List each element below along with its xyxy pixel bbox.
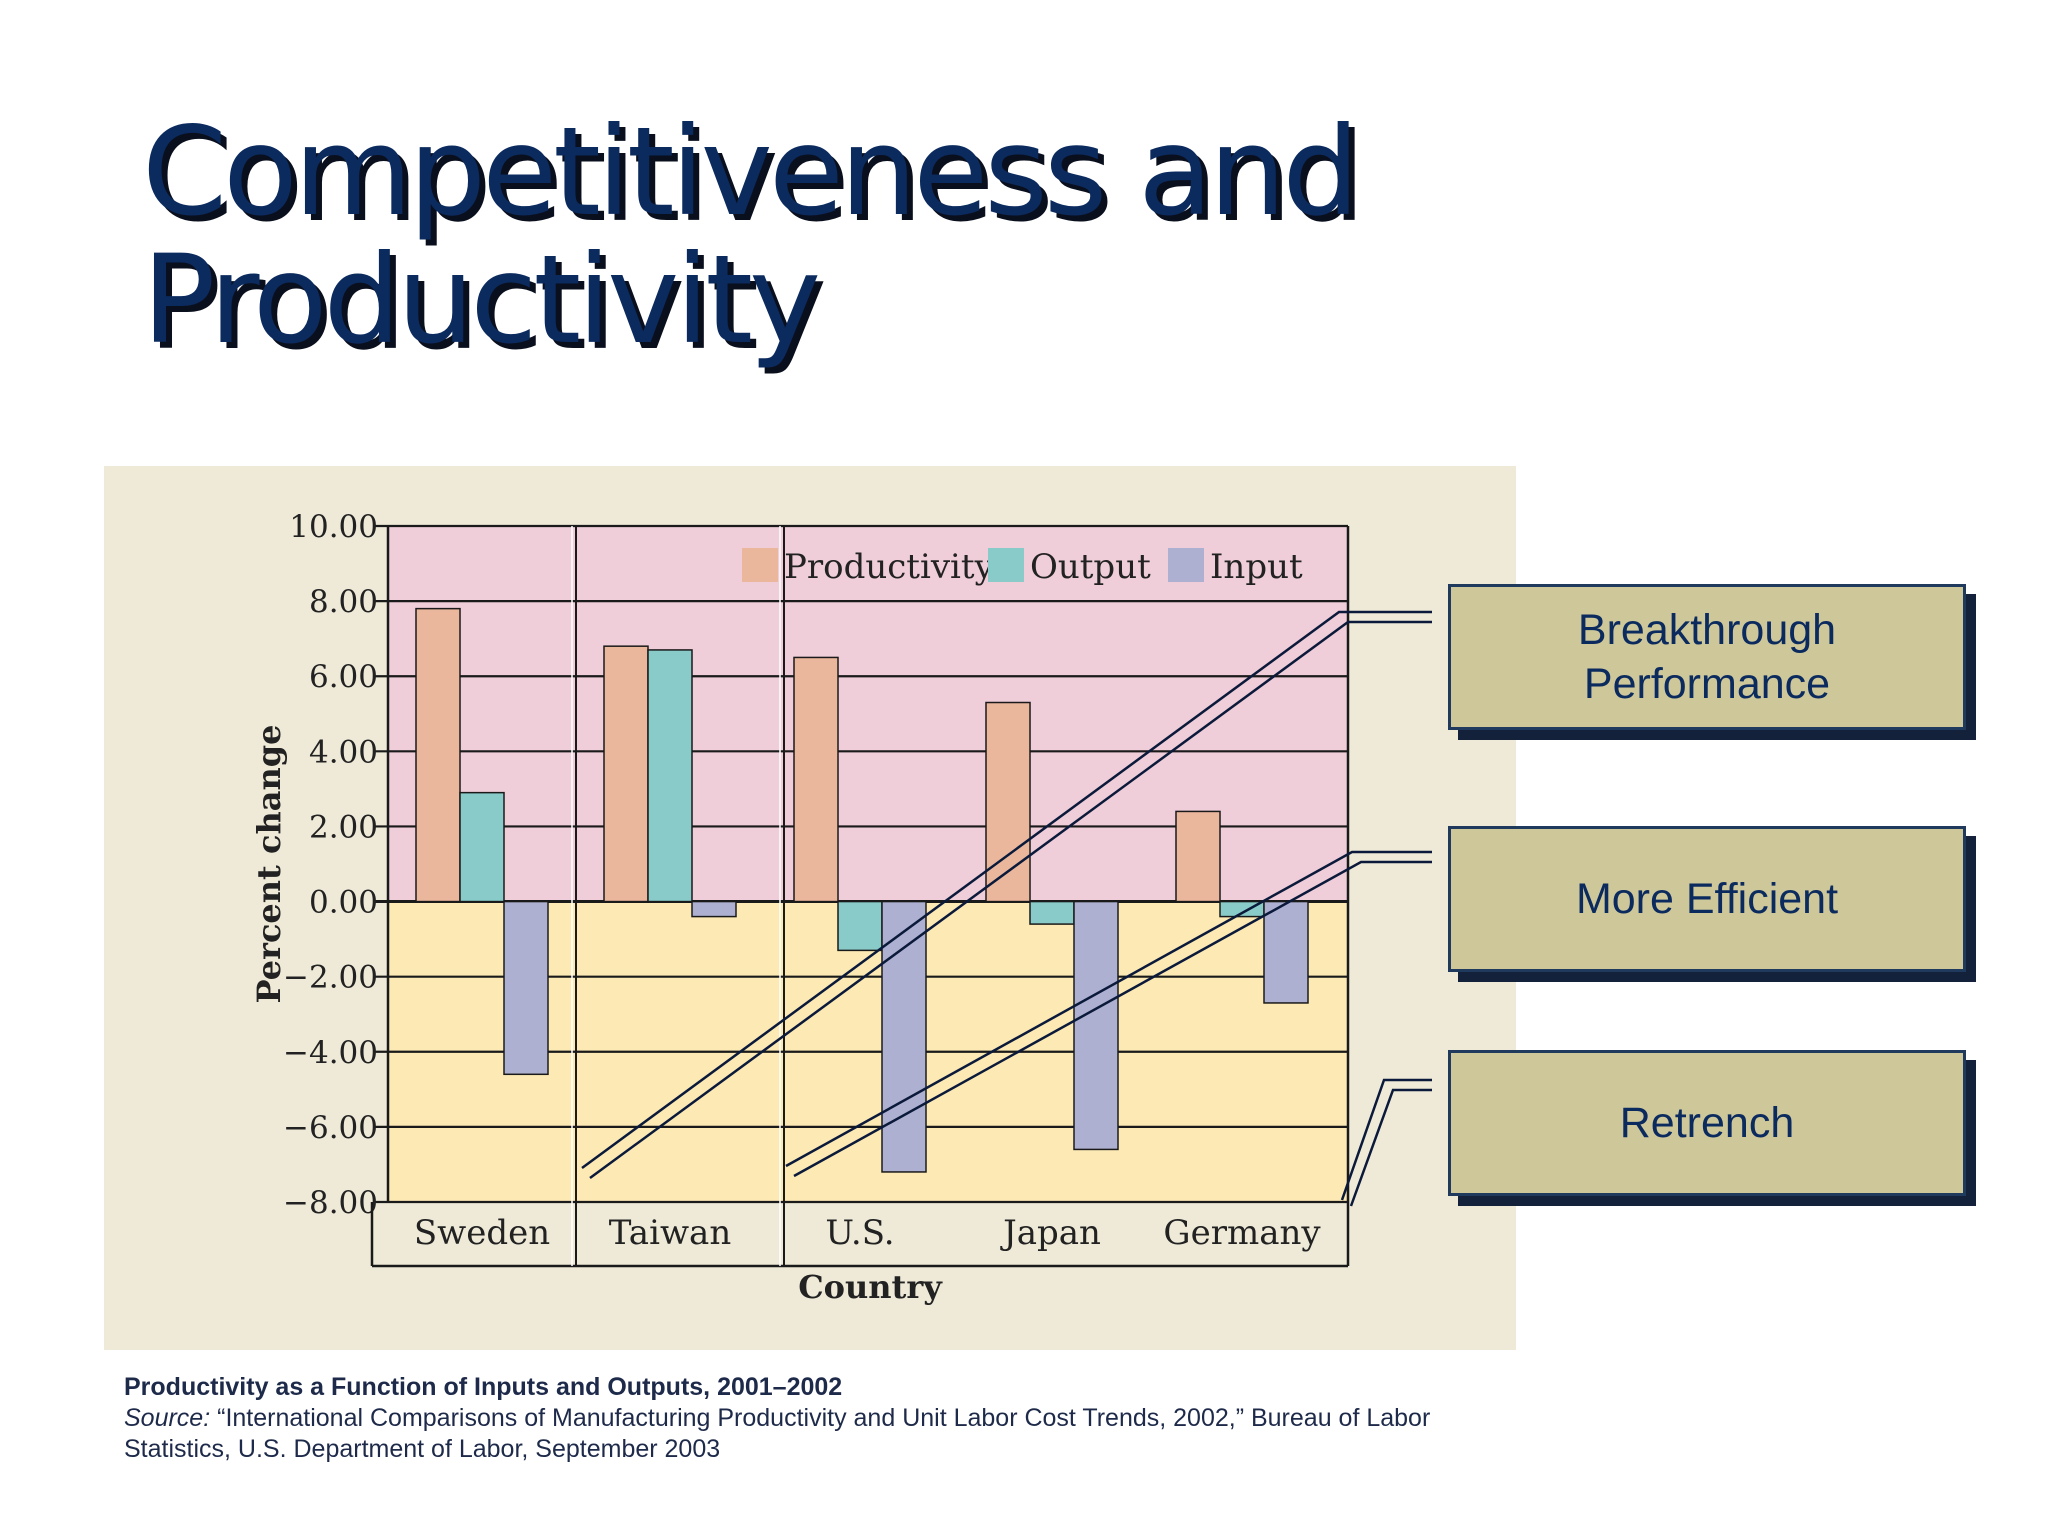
bar-output-japan <box>1029 900 1075 925</box>
x-category-label: Germany <box>1163 1213 1321 1253</box>
bar-output-us <box>837 900 883 952</box>
caption-source-text: “International Comparisons of Manufactur… <box>124 1404 1431 1463</box>
callout-more-efficient: More Efficient <box>1448 826 1966 972</box>
bar-input-germany <box>1263 900 1309 1004</box>
y-tick-label: 10.00 <box>289 509 378 545</box>
legend-label-productivity: Productivity <box>784 547 995 587</box>
x-category-label: U.S. <box>825 1213 894 1253</box>
bar-output-germany <box>1219 900 1265 918</box>
caption-source-label: Source: <box>124 1404 211 1432</box>
bar-chart: 10.00 8.00 6.00 4.00 2.00 0.00 −2.00 −4.00 −6.00… <box>250 509 1350 1306</box>
legend-swatch-productivity <box>742 548 778 582</box>
bar-input-sweden <box>503 900 549 1076</box>
bar-productivity-us <box>793 656 839 903</box>
legend-swatch-output <box>988 548 1024 582</box>
bar-productivity-japan <box>985 701 1031 903</box>
bar-productivity-germany <box>1175 810 1221 903</box>
callout-retrench: Retrench <box>1448 1050 1966 1196</box>
y-tick-label: 4.00 <box>309 734 378 770</box>
bar-output-sweden <box>459 791 505 903</box>
y-tick-label: −8.00 <box>283 1185 378 1221</box>
y-tick-label: 0.00 <box>309 885 378 921</box>
slide-title: Competitiveness and Productivity <box>142 108 1542 364</box>
chart-panel: 10.00 8.00 6.00 4.00 2.00 0.00 −2.00 −4.00 −6.00… <box>104 466 1516 1350</box>
slide-title-line-2: Productivity <box>142 229 821 371</box>
callout-efficient-label: More Efficient <box>1575 875 1839 923</box>
y-tick-label: 6.00 <box>309 659 378 695</box>
y-tick-label: 8.00 <box>309 584 378 620</box>
x-category-label: Sweden <box>414 1213 550 1253</box>
legend-swatch-input <box>1168 548 1204 582</box>
bar-productivity-taiwan <box>603 645 649 903</box>
y-tick-label: −4.00 <box>283 1035 378 1071</box>
y-tick-label: −2.00 <box>283 960 378 996</box>
y-tick-label: −6.00 <box>283 1110 378 1146</box>
callout-retrench-label: Retrench <box>1619 1099 1795 1147</box>
y-axis-title: Percent change <box>250 725 288 1004</box>
callout-breakthrough-performance: Breakthrough Performance <box>1448 584 1966 730</box>
x-axis-title: Country <box>798 1268 943 1306</box>
bar-input-japan <box>1073 900 1119 1151</box>
caption-title: Productivity as a Function of Inputs and… <box>124 1373 843 1401</box>
callout-breakthrough-label: Breakthrough Performance <box>1577 606 1837 708</box>
y-tick-label: 2.00 <box>309 809 378 845</box>
slide-title-line-1: Competitiveness and <box>142 101 1360 243</box>
figure-caption: Productivity as a Function of Inputs and… <box>124 1372 1484 1465</box>
x-category-label: Taiwan <box>609 1213 731 1253</box>
bar-input-taiwan <box>691 900 737 918</box>
bar-productivity-sweden <box>415 607 461 903</box>
legend-label-input: Input <box>1210 547 1303 587</box>
legend-label-output: Output <box>1030 547 1151 587</box>
bar-input-us <box>881 900 927 1173</box>
bar-output-taiwan <box>647 649 693 903</box>
x-category-label: Japan <box>1000 1213 1101 1253</box>
